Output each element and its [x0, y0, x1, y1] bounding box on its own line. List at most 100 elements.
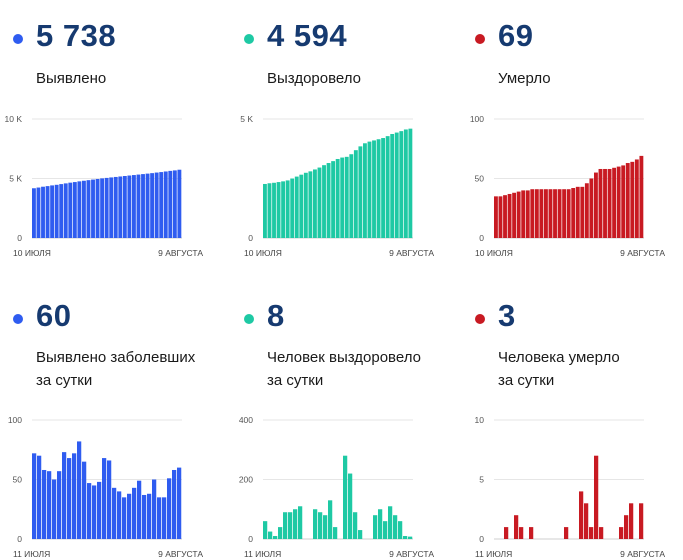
y-tick-label: 100 — [470, 114, 484, 124]
bar — [403, 536, 408, 539]
bar — [162, 497, 167, 539]
bar — [398, 521, 403, 539]
bar — [118, 176, 123, 238]
bar — [498, 196, 503, 238]
x-tick-label-end: 9 АВГУСТА — [389, 549, 434, 559]
card-label-line: за сутки — [498, 372, 555, 389]
bar — [340, 157, 345, 238]
bar — [62, 452, 67, 539]
legend-dot-icon — [244, 34, 254, 44]
bar — [599, 527, 604, 539]
bar — [72, 453, 77, 539]
bar — [318, 512, 323, 539]
bar — [163, 171, 168, 238]
bar — [619, 527, 624, 539]
bar — [514, 515, 519, 539]
card-label: Умерло — [498, 67, 551, 90]
bar — [263, 183, 267, 238]
y-tick-label: 200 — [239, 475, 253, 485]
bar — [263, 521, 268, 539]
bar-chart: 0 50 100 10 ИЮЛЯ 9 АВГУСТА — [470, 114, 666, 258]
bar — [525, 190, 530, 238]
daily-value: 3 — [498, 298, 516, 333]
bar — [529, 527, 534, 539]
x-tick-label-end: 9 АВГУСТА — [620, 549, 665, 559]
bar — [634, 159, 639, 238]
bar — [376, 139, 381, 238]
bar — [82, 180, 86, 238]
bar — [313, 509, 318, 539]
bar — [294, 176, 299, 238]
bar — [322, 165, 326, 238]
y-tick-label: 0 — [248, 534, 253, 544]
bar — [399, 131, 404, 238]
x-tick-label-end: 9 АВГУСТА — [389, 248, 434, 258]
bar — [557, 189, 562, 238]
bar — [157, 497, 162, 539]
card-recovered: 4 594 Выздоровело 0 5 K 10 ИЮЛЯ 9 АВГУСТА — [231, 0, 446, 280]
y-tick-label: 0 — [479, 534, 484, 544]
total-value: 4 594 — [267, 18, 348, 53]
bar — [624, 515, 629, 539]
bar — [516, 191, 521, 238]
card-label: Выздоровело — [267, 67, 361, 90]
bar — [86, 180, 91, 238]
bar — [385, 136, 390, 238]
x-tick-label-end: 9 АВГУСТА — [620, 248, 665, 258]
total-value: 5 738 — [36, 18, 117, 53]
bar — [373, 515, 378, 539]
y-tick-label: 0 — [479, 233, 484, 243]
bar — [519, 527, 524, 539]
bar — [177, 467, 182, 539]
bar — [268, 531, 273, 539]
bar — [358, 530, 363, 539]
bar — [104, 177, 109, 238]
card-daily-identified: 60 Выявлено заболевших за сутки 0 50 100 11… — [0, 280, 215, 560]
bar — [87, 483, 92, 539]
bar — [343, 455, 348, 539]
bar — [285, 180, 290, 238]
bar — [127, 175, 132, 238]
x-tick-label-end: 9 АВГУСТА — [158, 549, 203, 559]
bar — [59, 184, 64, 238]
bar — [57, 471, 62, 539]
bar — [639, 155, 644, 238]
card-deaths: 69 Умерло 0 50 100 10 ИЮЛЯ 9 АВГУСТА — [462, 0, 677, 280]
bar — [566, 189, 571, 238]
bar — [378, 509, 383, 539]
bar — [122, 176, 127, 238]
bar — [333, 527, 338, 539]
bar — [553, 189, 557, 238]
bar — [293, 509, 298, 539]
bar — [63, 183, 68, 238]
bar — [109, 177, 114, 238]
bar — [530, 189, 535, 238]
y-tick-label: 400 — [239, 415, 253, 425]
x-tick-label-start: 10 ИЮЛЯ — [244, 248, 282, 258]
x-tick-label-start: 10 ИЮЛЯ — [13, 248, 51, 258]
bar — [147, 493, 152, 539]
card-label: Выявлено заболевших за сутки — [36, 346, 195, 392]
y-tick-label: 5 — [479, 475, 484, 485]
bar — [45, 186, 50, 238]
y-tick-label: 0 — [248, 233, 253, 243]
bar — [612, 167, 617, 238]
x-tick-label-start: 11 ИЮЛЯ — [244, 549, 281, 559]
bar — [278, 527, 283, 539]
bar — [328, 500, 333, 539]
bar — [349, 154, 354, 238]
bar — [639, 503, 644, 539]
bar — [107, 460, 112, 539]
y-tick-label: 5 K — [9, 174, 22, 184]
bar — [621, 165, 626, 238]
bar — [594, 455, 599, 539]
legend-dot-icon — [475, 34, 485, 44]
bar — [579, 491, 584, 539]
bar-chart: 0 200 400 11 ИЮЛЯ 9 АВГУСТА — [239, 415, 435, 559]
card-label-line: Человека умерло — [498, 349, 620, 366]
bar — [494, 196, 498, 238]
bar — [97, 481, 102, 539]
bar — [154, 172, 159, 238]
bar — [584, 183, 589, 238]
bar — [137, 480, 142, 539]
